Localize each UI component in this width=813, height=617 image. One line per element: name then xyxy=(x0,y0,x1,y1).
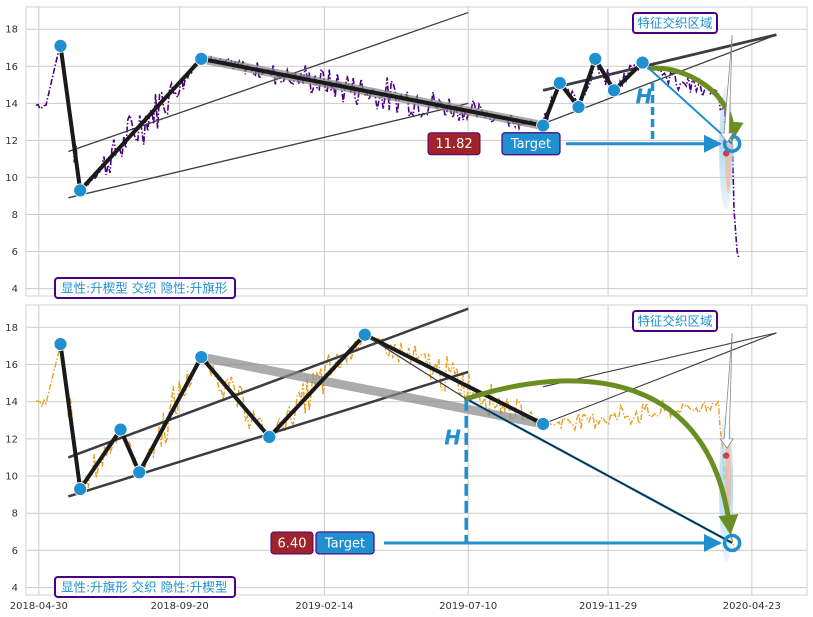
breakout-line xyxy=(364,334,467,400)
pivot-point xyxy=(571,100,586,114)
pivot-point xyxy=(357,327,372,342)
target-point xyxy=(722,533,742,553)
y-tick-label: 16 xyxy=(5,360,18,371)
height-label: H xyxy=(636,84,653,108)
x-tick-label: 2018-04-30 xyxy=(10,601,68,612)
y-tick-label: 4 xyxy=(12,583,18,594)
zone-label: 特征交织区域 xyxy=(637,16,712,31)
projection-line xyxy=(641,61,733,145)
target-label-box xyxy=(501,132,561,156)
projection-line xyxy=(465,398,733,544)
pattern-line xyxy=(542,332,777,425)
x-tick-label: 2019-11-29 xyxy=(579,601,637,612)
pivot-point xyxy=(132,465,147,480)
zone-label-box xyxy=(632,12,718,34)
x-tick-label: 2019-02-14 xyxy=(295,601,353,612)
projection-arc xyxy=(465,378,739,535)
target-value: 11.82 xyxy=(435,137,472,152)
height-label: H xyxy=(444,425,461,449)
y-tick-label: 10 xyxy=(5,472,18,483)
zone-label: 特征交织区域 xyxy=(637,314,712,329)
pivot-point xyxy=(53,39,68,53)
pivot-point xyxy=(635,55,650,70)
projection-arc xyxy=(650,65,744,142)
pattern-label: 显性:升楔型 交织 隐性:升旗形 xyxy=(61,281,228,296)
pivot-point xyxy=(194,51,209,66)
x-tick-label: 2020-04-23 xyxy=(723,601,781,612)
flag-rail xyxy=(196,352,548,429)
plot-area xyxy=(25,304,808,596)
y-tick-label: 16 xyxy=(5,62,18,73)
pattern-label-box xyxy=(54,277,236,299)
y-tick-label: 8 xyxy=(12,210,18,221)
plot-area xyxy=(25,6,808,297)
pattern-line xyxy=(542,33,777,92)
pivot-point xyxy=(536,118,550,133)
pattern-line xyxy=(68,102,469,199)
x-tick-label: 2018-09-20 xyxy=(151,601,209,612)
y-tick-label: 10 xyxy=(5,173,18,184)
pattern-line xyxy=(542,332,777,388)
y-tick-label: 14 xyxy=(5,99,18,110)
pivot-point xyxy=(53,337,68,351)
target-value-box xyxy=(427,132,481,156)
price-series xyxy=(35,42,740,260)
pivot-point xyxy=(113,422,128,437)
y-tick-label: 14 xyxy=(5,397,18,408)
pivot-point xyxy=(588,51,603,66)
pivot-point xyxy=(552,76,567,90)
y-tick-label: 6 xyxy=(12,546,18,557)
target-label-box xyxy=(315,531,375,555)
y-tick-label: 12 xyxy=(5,136,18,147)
target-label: Target xyxy=(324,536,365,551)
y-tick-label: 6 xyxy=(12,247,18,258)
target-value-box xyxy=(270,531,314,555)
pivot-point xyxy=(607,83,621,98)
target-value: 6.40 xyxy=(278,536,307,551)
pivot-point xyxy=(262,430,277,444)
pattern-line xyxy=(67,307,469,459)
y-tick-label: 18 xyxy=(5,25,18,36)
target-point xyxy=(722,134,742,153)
x-tick-label: 2019-07-10 xyxy=(439,601,497,612)
y-tick-label: 8 xyxy=(12,509,18,520)
pivot-point xyxy=(536,417,550,431)
y-tick-label: 4 xyxy=(12,284,18,295)
zone-pointer xyxy=(719,332,734,449)
pivot-point xyxy=(194,350,209,364)
pattern-label: 显性:升旗形 交织 隐性:升楔型 xyxy=(61,580,227,595)
y-tick-label: 18 xyxy=(5,323,18,334)
zone-pointer xyxy=(719,34,734,143)
y-tick-label: 12 xyxy=(5,434,18,445)
target-dot xyxy=(722,452,730,459)
zigzag-line xyxy=(58,332,544,491)
pattern-label-box xyxy=(54,576,236,598)
pivot-point xyxy=(73,183,88,198)
zone-label-box xyxy=(632,310,718,332)
pivot-point xyxy=(73,482,88,496)
target-label: Target xyxy=(510,137,551,152)
